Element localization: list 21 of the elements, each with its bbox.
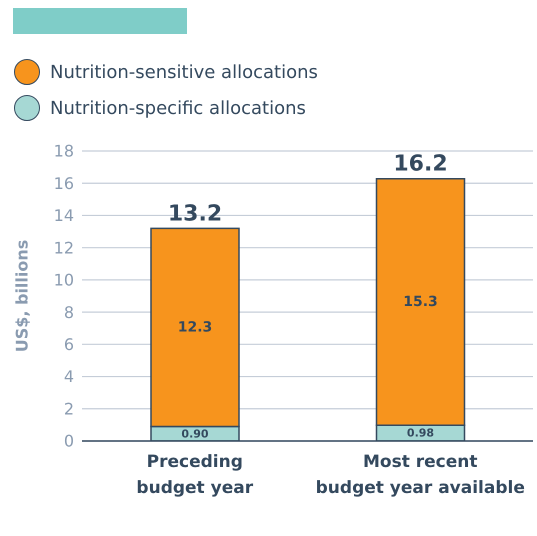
legend-label: Nutrition-specific allocations (50, 98, 306, 118)
data-label: 0.90 (181, 427, 209, 440)
legend-label: Nutrition-sensitive allocations (50, 62, 318, 82)
y-tick-label: 14 (54, 206, 74, 226)
y-tick-label: 18 (54, 142, 74, 161)
x-tick-label: Most recent budget year available (316, 452, 525, 498)
data-label: 12.3 (178, 319, 212, 336)
data-label: 15.3 (403, 294, 438, 310)
y-tick-label: 6 (64, 335, 74, 354)
x-tick-label: Preceding budget year (136, 452, 254, 498)
total-label: 13.2 (168, 201, 222, 226)
y-tick-label: 0 (64, 432, 74, 451)
y-axis-title: US$, billions (12, 240, 32, 352)
y-tick-label: 4 (64, 367, 74, 386)
y-tick-label: 12 (54, 238, 74, 258)
data-label: 0.98 (406, 426, 434, 440)
y-tick-label: 2 (64, 399, 74, 418)
y-tick-label: 10 (54, 270, 74, 290)
total-label: 16.2 (393, 152, 448, 177)
y-tick-label: 16 (54, 174, 74, 193)
y-tick-label: 8 (64, 302, 74, 322)
